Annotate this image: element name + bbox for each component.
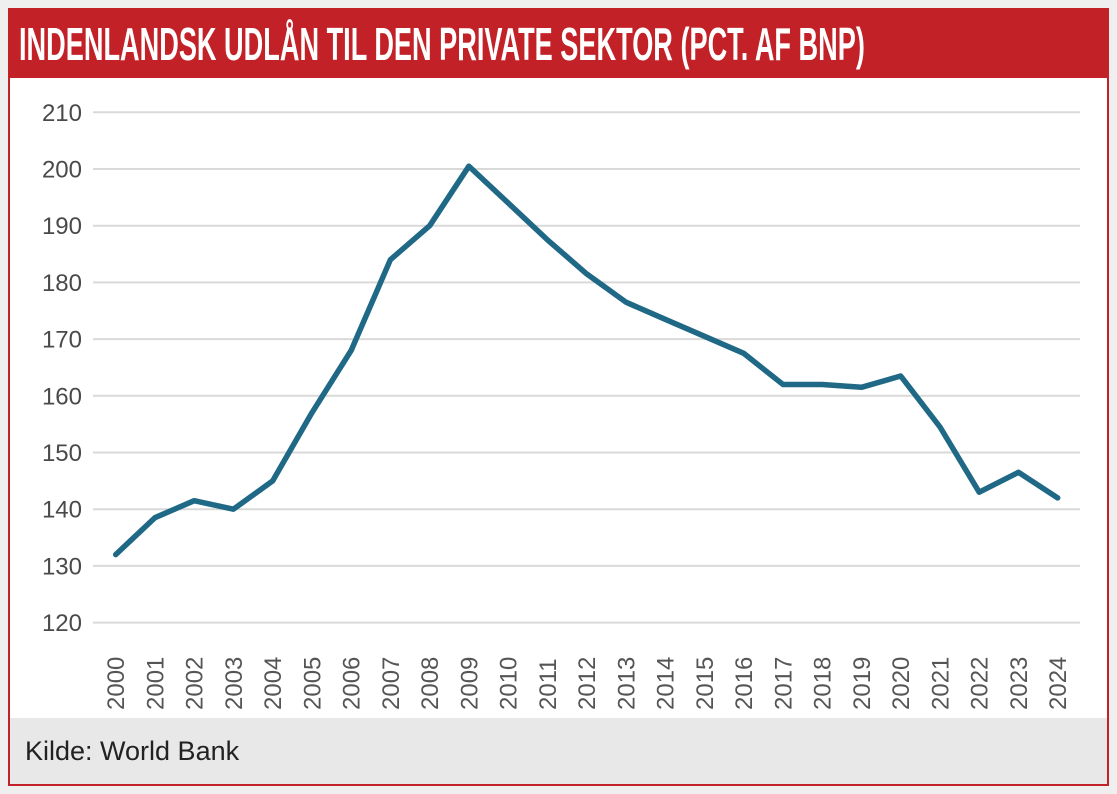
chart-title: INDENLANDSK UDLÅN TIL DEN PRIVATE SEKTOR… — [19, 18, 865, 70]
x-tick-label: 2018 — [810, 657, 837, 710]
y-tick-label: 170 — [42, 327, 82, 354]
x-tick-label: 2017 — [771, 657, 798, 710]
y-tick-label: 210 — [42, 100, 82, 127]
x-tick-label: 2020 — [888, 657, 915, 710]
y-tick-label: 200 — [42, 157, 82, 184]
x-tick-label: 2000 — [103, 657, 130, 710]
x-tick-label: 2002 — [182, 657, 209, 710]
chart-frame: INDENLANDSK UDLÅN TIL DEN PRIVATE SEKTOR… — [8, 8, 1109, 786]
y-tick-label: 130 — [42, 553, 82, 580]
x-tick-label: 2005 — [299, 657, 326, 710]
x-tick-label: 2008 — [417, 657, 444, 710]
x-tick-label: 2013 — [614, 657, 641, 710]
x-tick-label: 2014 — [653, 657, 680, 710]
y-tick-label: 160 — [42, 383, 82, 410]
data-line — [112, 163, 1061, 558]
y-tick-label: 150 — [42, 440, 82, 467]
x-tick-label: 2024 — [1045, 657, 1072, 710]
x-tick-label: 2016 — [731, 657, 758, 710]
x-tick-label: 2023 — [1006, 657, 1033, 710]
y-tick-label: 180 — [42, 270, 82, 297]
y-tick-label: 120 — [42, 610, 82, 637]
x-tick-label: 2019 — [849, 657, 876, 710]
y-tick-label: 190 — [42, 213, 82, 240]
x-tick-label: 2006 — [339, 657, 366, 710]
plot-area: 210 200 190 180 170 160 150 140 130 120 2000 2001 20… — [10, 78, 1107, 718]
x-tick-label: 2003 — [221, 657, 248, 710]
x-tick-label: 2010 — [496, 657, 523, 710]
x-tick-label: 2021 — [928, 657, 955, 710]
chart-footer: Kilde: World Bank — [10, 718, 1107, 784]
x-tick-label: 2011 — [535, 658, 562, 710]
x-tick-label: 2022 — [967, 657, 994, 710]
x-tick-label: 2015 — [692, 657, 719, 710]
x-tick-label: 2004 — [260, 657, 287, 710]
y-tick-label: 140 — [42, 497, 82, 524]
x-tick-label: 2001 — [142, 657, 169, 710]
source-caption: Kilde: World Bank — [25, 735, 240, 766]
chart-header: INDENLANDSK UDLÅN TIL DEN PRIVATE SEKTOR… — [10, 10, 1107, 78]
x-tick-label: 2012 — [574, 657, 601, 710]
line-chart: 210 200 190 180 170 160 150 140 130 120 2000 2001 20… — [42, 100, 1080, 710]
x-tick-label: 2007 — [378, 657, 405, 710]
x-tick-label: 2009 — [456, 657, 483, 710]
